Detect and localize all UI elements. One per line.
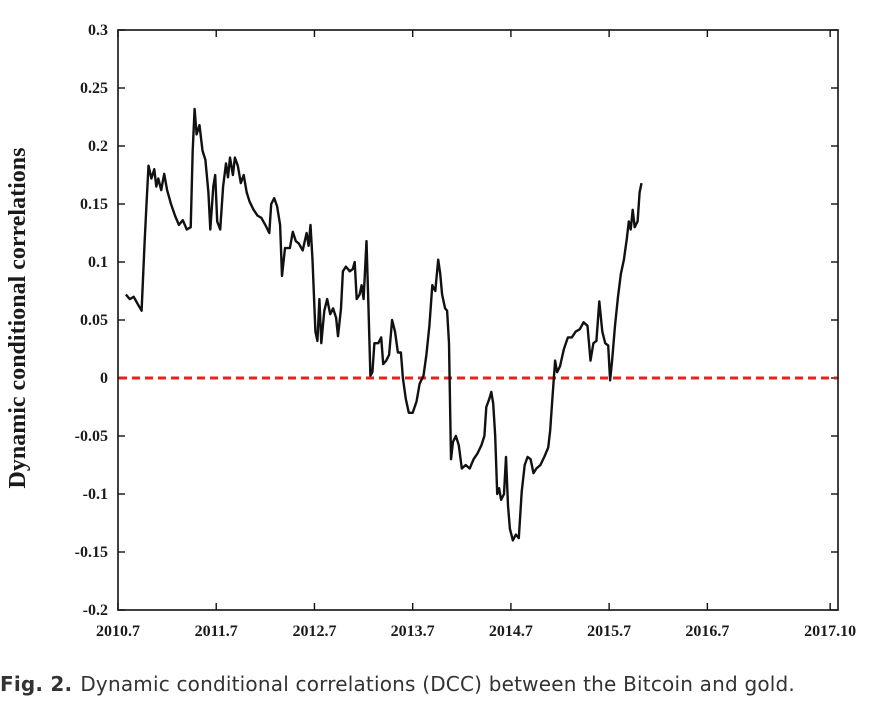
figure-number: Fig. 2. <box>0 672 73 696</box>
x-tick-label: 2010.7 <box>96 623 140 640</box>
y-tick-label: 0.2 <box>88 138 108 155</box>
y-tick-label: -0.05 <box>75 428 108 445</box>
y-axis-title: Dynamic conditional correlations <box>5 148 31 489</box>
y-tick-label: 0.3 <box>88 22 108 39</box>
x-tick-label: 2016.7 <box>685 623 729 640</box>
series-group <box>124 107 643 542</box>
dcc-chart: Dynamic conditional correlations 0.3 0.25… <box>5 22 856 640</box>
caption-text: Dynamic conditional correlations (DCC) b… <box>80 672 795 696</box>
x-tick-label: 2014.7 <box>489 623 533 640</box>
figure-caption: Fig. 2. Dynamic conditional correlations … <box>0 672 888 696</box>
dcc-series-line <box>124 107 643 542</box>
plot-frame <box>117 29 839 611</box>
x-tick-label: 2011.7 <box>195 623 238 640</box>
y-tick-label: -0.15 <box>75 544 108 561</box>
axis-ticks <box>117 29 838 611</box>
y-tick-label: -0.1 <box>83 486 108 503</box>
x-tick-label: 2012.7 <box>292 623 336 640</box>
y-tick-label: 0.15 <box>80 196 108 213</box>
y-tick-label: 0.1 <box>88 254 108 271</box>
y-tick-label: 0.25 <box>80 80 108 97</box>
y-tick-label: 0.05 <box>80 312 108 329</box>
x-tick-label: 2015.7 <box>587 623 631 640</box>
y-tick-label: -0.2 <box>83 602 108 619</box>
tick-labels: 0.3 0.25 0.2 0.15 0.1 0.05 0 -0.05 -0.1 -0.15 -0.2… <box>75 22 856 640</box>
x-tick-label: 2017.10 <box>804 623 856 640</box>
y-tick-label: 0 <box>100 370 108 387</box>
x-tick-label: 2013.7 <box>391 623 435 640</box>
